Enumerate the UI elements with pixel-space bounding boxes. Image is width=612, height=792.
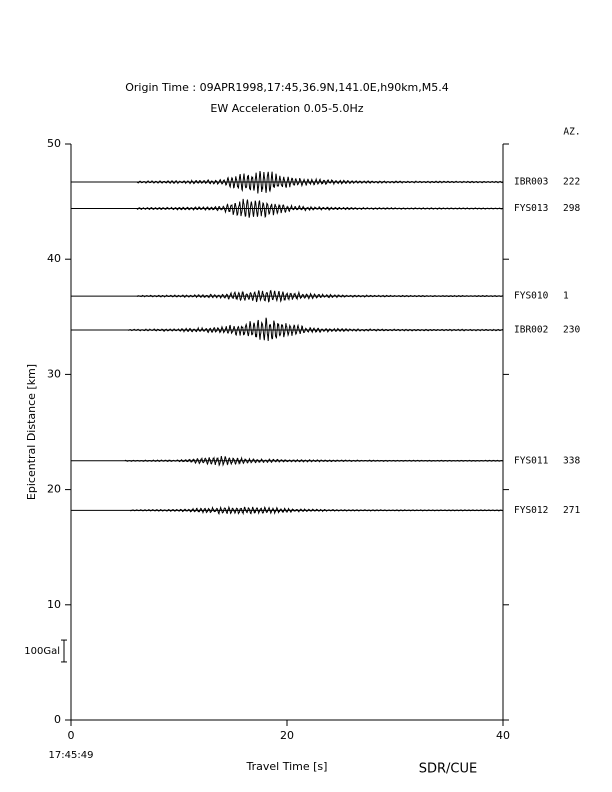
y-tick-label: 0 [54,713,61,726]
y-tick-label: 50 [47,137,61,150]
waveform [130,505,504,516]
station-name: FYS012 [514,505,548,516]
station-azimuth: 222 [563,177,580,188]
x-axis-label: Travel Time [s] [246,760,328,773]
station-name: FYS010 [514,291,549,302]
waveform [136,198,504,219]
x-origin-label: 17:45:49 [49,750,94,761]
footer: SDR/CUE [419,762,477,777]
y-tick-label: 20 [47,483,61,496]
az-header: AZ. [563,127,580,138]
waveform [136,171,504,194]
station-name: IBR002 [514,325,548,336]
station-name: FYS013 [514,203,548,214]
station-name: IBR003 [514,177,548,188]
station-name: FYS011 [514,455,549,466]
x-tick-label: 0 [68,729,75,742]
station-azimuth: 271 [563,505,580,516]
x-tick-label: 40 [496,729,510,742]
station-azimuth: 298 [563,203,580,214]
chart-title: Origin Time : 09APR1998,17:45,36.9N,141.… [125,81,449,94]
y-tick-label: 40 [47,252,61,265]
x-tick-label: 20 [280,729,294,742]
y-tick-label: 10 [47,598,61,611]
waveform [136,289,504,303]
chart-subtitle: EW Acceleration 0.05-5.0Hz [210,102,363,115]
station-azimuth: 230 [563,325,580,336]
y-tick-label: 30 [47,367,61,380]
waveform [128,317,503,341]
y-axis-label: Epicentral Distance [km] [25,364,38,500]
waveform [124,456,504,467]
station-azimuth: 1 [563,291,569,302]
station-azimuth: 338 [563,455,580,466]
scale-bar-label: 100Gal [24,646,60,657]
